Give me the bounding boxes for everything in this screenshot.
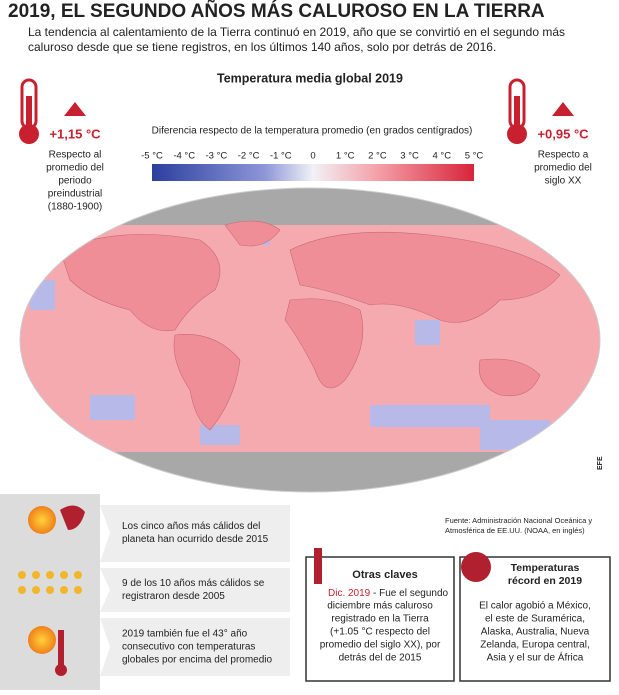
legend-ticks: -5 °C -4 °C -3 °C -2 °C -1 °C 0 1 °C 2 °C 3 °C 4 … — [141, 151, 483, 162]
globe-icon — [461, 552, 491, 582]
legend-tick: -1 °C — [270, 151, 292, 162]
text-line: Respecto al — [49, 150, 102, 161]
legend-tick: 1 °C — [336, 151, 355, 162]
title: 2019, EL SEGUNDO AÑOS MÁS CALUROSO EN LA… — [8, 0, 545, 22]
highlight: Dic. 2019 — [328, 588, 371, 599]
text-line: preindustrial — [48, 189, 102, 200]
text-line: 2019 también fue el 43° año — [122, 629, 248, 640]
color-scale — [152, 164, 474, 181]
box-line: - Fue el segundo — [373, 588, 448, 599]
text-line: el este de Suramérica, — [485, 614, 585, 625]
thermometer-icon — [19, 78, 39, 144]
text-line: siglo XX — [545, 176, 582, 187]
legend-tick: -3 °C — [206, 151, 228, 162]
box-line: diciembre más caluroso — [327, 601, 433, 612]
legend-tick: -5 °C — [141, 151, 163, 162]
text-line: Los cinco años más cálidos del — [122, 521, 260, 532]
text-line: promedio del — [46, 163, 104, 174]
stat-value: +1,15 °C — [49, 126, 101, 141]
up-arrow — [552, 102, 574, 116]
box-line: detrás del de 2015 — [339, 653, 422, 664]
box-text: Dic. 2019 - Fue el segundo — [328, 588, 449, 599]
legend-tick: 3 °C — [400, 151, 419, 162]
source: Atmosférica de EE.UU. (NOAA, en inglés) — [445, 526, 585, 535]
legend-tick: 4 °C — [433, 151, 452, 162]
text-line: periodo — [58, 176, 92, 187]
subtitle: caluroso desde que se tiene registros, e… — [28, 40, 496, 54]
box — [305, 556, 455, 682]
text-line: globales por encima del promedio — [122, 655, 273, 666]
up-arrow — [64, 102, 86, 116]
legend-tick: 2 °C — [368, 151, 387, 162]
source: Fuente: Administración Nacional Oceánica… — [445, 516, 592, 525]
facts-panel — [0, 494, 290, 690]
thermometer-icon — [314, 548, 322, 584]
globe-outline — [19, 187, 601, 493]
text-line: (1880-1900) — [48, 202, 102, 213]
text-line: Asia y el sur de África — [487, 651, 584, 664]
text-line: 9 de los 10 años más cálidos se — [122, 578, 265, 589]
map-title: Temperatura media global 2019 — [217, 71, 403, 85]
text-line: planeta han ocurrido desde 2015 — [122, 534, 269, 545]
text-line: Respecto a — [538, 150, 589, 161]
box-line: (+1.05 °C respecto del — [330, 627, 430, 638]
text-line: registraron desde 2005 — [122, 591, 225, 602]
legend-tick: 0 — [310, 151, 315, 162]
box-line: promedio del siglo XX), por — [320, 640, 441, 651]
text-line: El calor agobió a México, — [479, 601, 591, 612]
legend-tick: 5 °C — [465, 151, 484, 162]
box-line: registrado en la Tierra — [331, 614, 429, 625]
legend-tick: -4 °C — [173, 151, 195, 162]
text-line: Zelanda, Europa central, — [480, 640, 590, 651]
box-title: récord en 2019 — [508, 575, 582, 587]
box-title: Otras claves — [352, 569, 417, 581]
world-map — [20, 188, 600, 492]
text-line: Alaska, Australia, Nueva — [481, 627, 590, 638]
agency: EFE — [597, 456, 604, 470]
subtitle: La tendencia al calentamiento de la Tier… — [28, 25, 565, 39]
text-line: promedio del — [534, 163, 592, 174]
legend-title: Diferencia respecto de la temperatura pr… — [152, 126, 473, 137]
stat-value: +0,95 °C — [537, 126, 589, 141]
box-title: Temperaturas — [511, 562, 580, 574]
text-line: consecutivo con temperaturas — [122, 642, 255, 653]
thermometer-icon — [507, 78, 527, 144]
legend-tick: -2 °C — [238, 151, 260, 162]
